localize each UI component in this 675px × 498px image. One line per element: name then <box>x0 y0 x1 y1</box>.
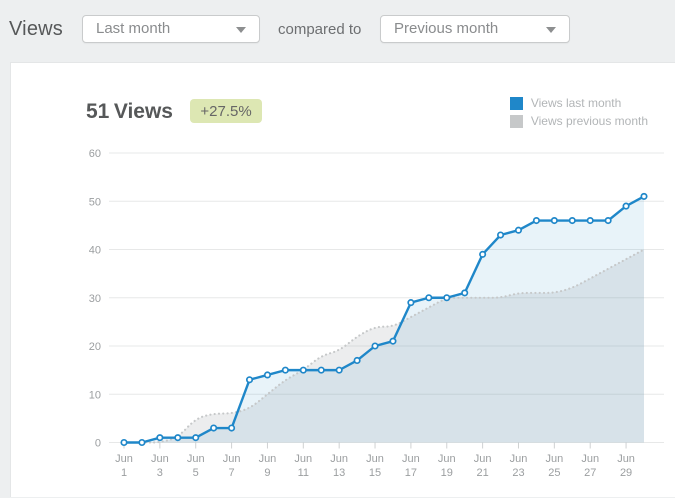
compare-dropdown-value: Previous month <box>394 20 499 37</box>
chart-card: 0 10 20 30 40 50 60 Jun 1 Jun 3 Jun 5 Jun 7 Jun 9 Jun 11 Ju… <box>10 62 675 497</box>
page-title: Views <box>9 18 63 40</box>
chart-legend: Views last month Views previous month <box>509 96 648 132</box>
range-dropdown-value: Last month <box>96 20 171 37</box>
views-unit: Views <box>113 100 173 123</box>
chevron-down-icon <box>546 27 556 33</box>
svg-text:30: 30 <box>89 293 101 305</box>
legend-label: Views last month <box>530 96 622 110</box>
svg-text:0: 0 <box>95 438 101 450</box>
header-bar: Views Last month compared to Previous mo… <box>0 0 675 62</box>
legend-swatch-gray-icon <box>509 114 523 128</box>
delta-badge: +27.5% <box>190 99 262 123</box>
compared-to-label: compared to <box>278 21 362 38</box>
chevron-down-icon <box>236 27 246 33</box>
legend-item: Views previous month <box>509 114 648 128</box>
svg-text:20: 20 <box>89 341 101 353</box>
compare-dropdown[interactable]: Previous month <box>380 15 570 43</box>
svg-text:60: 60 <box>89 148 101 160</box>
range-dropdown[interactable]: Last month <box>82 15 260 43</box>
legend-swatch-blue-icon <box>509 96 523 110</box>
views-chart: 0 10 20 30 40 50 60 Jun 1 Jun 3 Jun 5 Jun 7 Jun 9 Jun 11 Ju… <box>89 148 664 479</box>
views-count: 51 <box>86 100 110 123</box>
svg-text:40: 40 <box>89 245 101 257</box>
legend-item: Views last month <box>509 96 648 110</box>
views-summary: 51 Views +27.5% <box>86 99 262 124</box>
svg-text:50: 50 <box>89 196 101 208</box>
svg-text:10: 10 <box>89 389 101 401</box>
legend-label: Views previous month <box>530 114 648 128</box>
